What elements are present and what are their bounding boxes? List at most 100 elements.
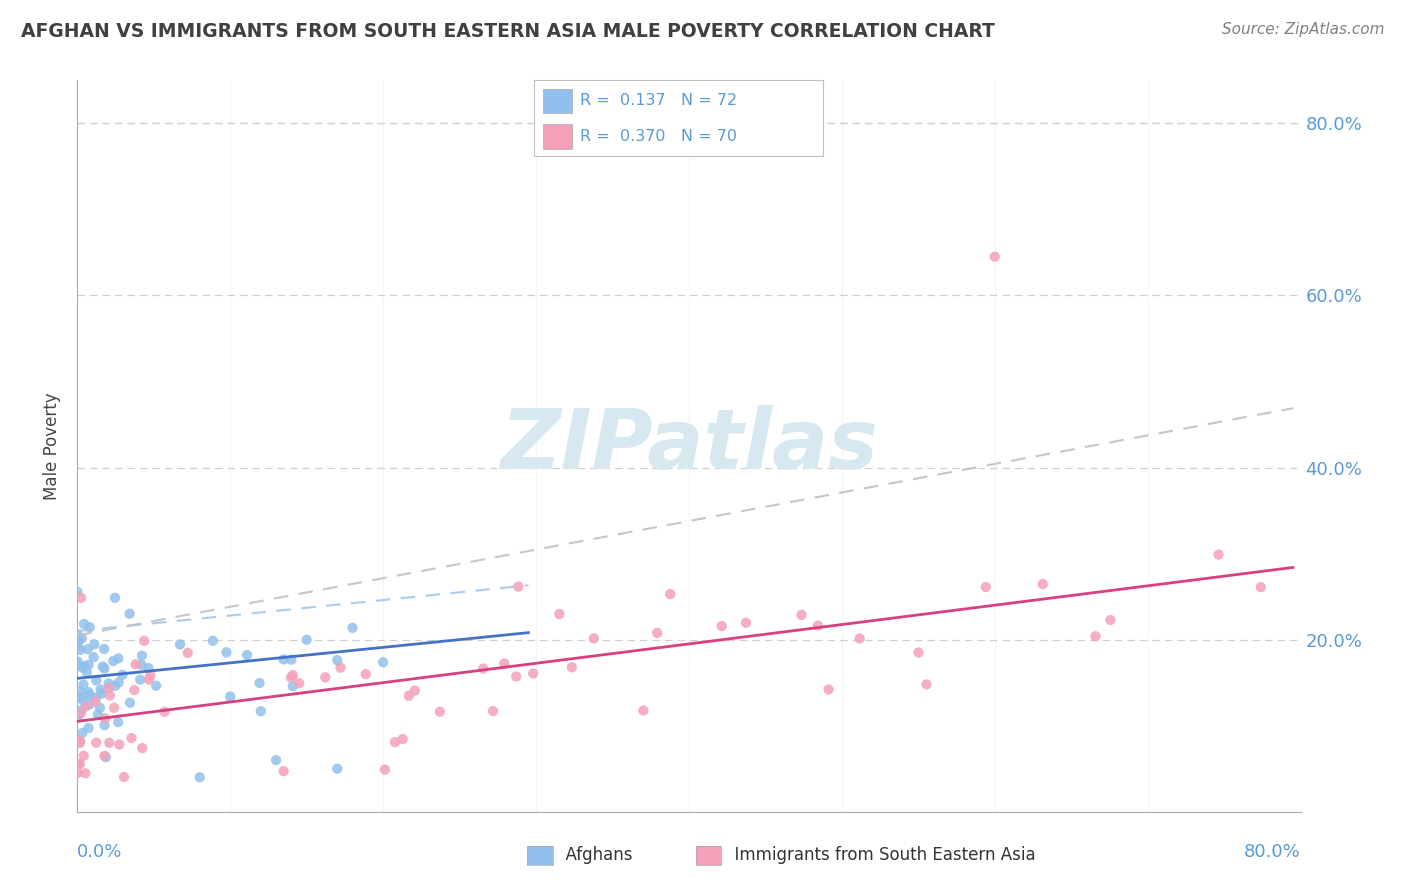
FancyBboxPatch shape bbox=[543, 124, 572, 149]
Point bbox=[73, 748, 96, 763]
Point bbox=[98, 689, 121, 703]
Point bbox=[66, 627, 89, 641]
Point bbox=[807, 618, 830, 632]
Point bbox=[371, 655, 394, 669]
Point bbox=[93, 748, 115, 763]
Point bbox=[84, 690, 107, 705]
Point bbox=[374, 763, 396, 777]
Point bbox=[201, 633, 224, 648]
Point bbox=[67, 633, 90, 648]
Point bbox=[273, 652, 295, 666]
Point bbox=[1208, 548, 1230, 562]
Point bbox=[103, 700, 125, 714]
Point bbox=[1250, 580, 1272, 594]
Point bbox=[548, 607, 571, 621]
Point bbox=[118, 696, 141, 710]
Point bbox=[83, 637, 105, 651]
Point bbox=[70, 703, 93, 717]
Y-axis label: Male Poverty: Male Poverty bbox=[44, 392, 62, 500]
Text: AFGHAN VS IMMIGRANTS FROM SOUTH EASTERN ASIA MALE POVERTY CORRELATION CHART: AFGHAN VS IMMIGRANTS FROM SOUTH EASTERN … bbox=[21, 22, 995, 41]
Point bbox=[404, 683, 426, 698]
Point bbox=[342, 621, 364, 635]
Point bbox=[582, 632, 605, 646]
Point bbox=[273, 764, 295, 779]
Point bbox=[295, 632, 318, 647]
Point bbox=[73, 617, 96, 632]
Point bbox=[104, 679, 127, 693]
Point bbox=[111, 668, 134, 682]
Text: R =  0.370   N = 70: R = 0.370 N = 70 bbox=[581, 128, 737, 144]
Point bbox=[76, 665, 98, 680]
Point bbox=[249, 676, 271, 690]
Text: 0.0%: 0.0% bbox=[77, 843, 122, 861]
Point bbox=[69, 706, 91, 721]
Point bbox=[974, 580, 997, 594]
Text: Immigrants from South Eastern Asia: Immigrants from South Eastern Asia bbox=[724, 847, 1036, 864]
Point bbox=[354, 667, 377, 681]
Point bbox=[77, 657, 100, 672]
Point bbox=[633, 704, 655, 718]
Point bbox=[79, 698, 101, 712]
Point bbox=[219, 690, 242, 704]
Point bbox=[93, 662, 115, 676]
Point bbox=[108, 738, 131, 752]
Point bbox=[66, 757, 89, 772]
Point bbox=[104, 591, 127, 605]
Point bbox=[131, 741, 153, 756]
Point bbox=[561, 660, 583, 674]
Point bbox=[66, 585, 89, 599]
Point bbox=[129, 673, 152, 687]
Point bbox=[735, 615, 758, 630]
Point bbox=[124, 683, 146, 698]
Point bbox=[482, 704, 505, 718]
Point bbox=[264, 753, 287, 767]
Point bbox=[84, 673, 107, 688]
Point bbox=[89, 701, 111, 715]
Point bbox=[329, 661, 352, 675]
Point bbox=[915, 677, 938, 691]
Point bbox=[73, 659, 96, 673]
Point bbox=[66, 658, 89, 673]
Point bbox=[169, 638, 191, 652]
Point bbox=[70, 591, 93, 605]
Point bbox=[505, 669, 527, 683]
Point bbox=[429, 705, 451, 719]
Point bbox=[494, 657, 516, 671]
Point bbox=[134, 633, 156, 648]
Point bbox=[75, 766, 97, 780]
Point bbox=[139, 668, 162, 682]
Point bbox=[107, 651, 129, 665]
Point bbox=[1084, 629, 1107, 643]
Point bbox=[177, 646, 200, 660]
Point bbox=[69, 736, 91, 750]
Point bbox=[97, 676, 120, 690]
Point bbox=[66, 655, 89, 669]
Point bbox=[107, 715, 129, 730]
Point bbox=[645, 626, 668, 640]
Text: 80.0%: 80.0% bbox=[1244, 843, 1301, 861]
Point bbox=[79, 688, 101, 702]
Point bbox=[73, 694, 96, 708]
Point bbox=[72, 677, 94, 691]
Point bbox=[69, 757, 91, 772]
Point bbox=[131, 648, 153, 663]
Point bbox=[138, 661, 160, 675]
Point bbox=[77, 721, 100, 735]
Point bbox=[391, 732, 413, 747]
Point bbox=[326, 653, 349, 667]
Point bbox=[848, 632, 870, 646]
Point bbox=[236, 648, 259, 662]
Point bbox=[90, 687, 112, 701]
Point bbox=[188, 770, 211, 784]
Point bbox=[93, 642, 115, 657]
Point bbox=[326, 762, 349, 776]
Point bbox=[215, 645, 238, 659]
Point bbox=[288, 676, 311, 690]
Point bbox=[472, 661, 495, 675]
Point bbox=[281, 668, 304, 682]
Point bbox=[66, 711, 89, 725]
Point bbox=[84, 694, 107, 708]
Point bbox=[118, 607, 141, 621]
Point bbox=[984, 250, 1007, 264]
Point bbox=[76, 642, 98, 657]
